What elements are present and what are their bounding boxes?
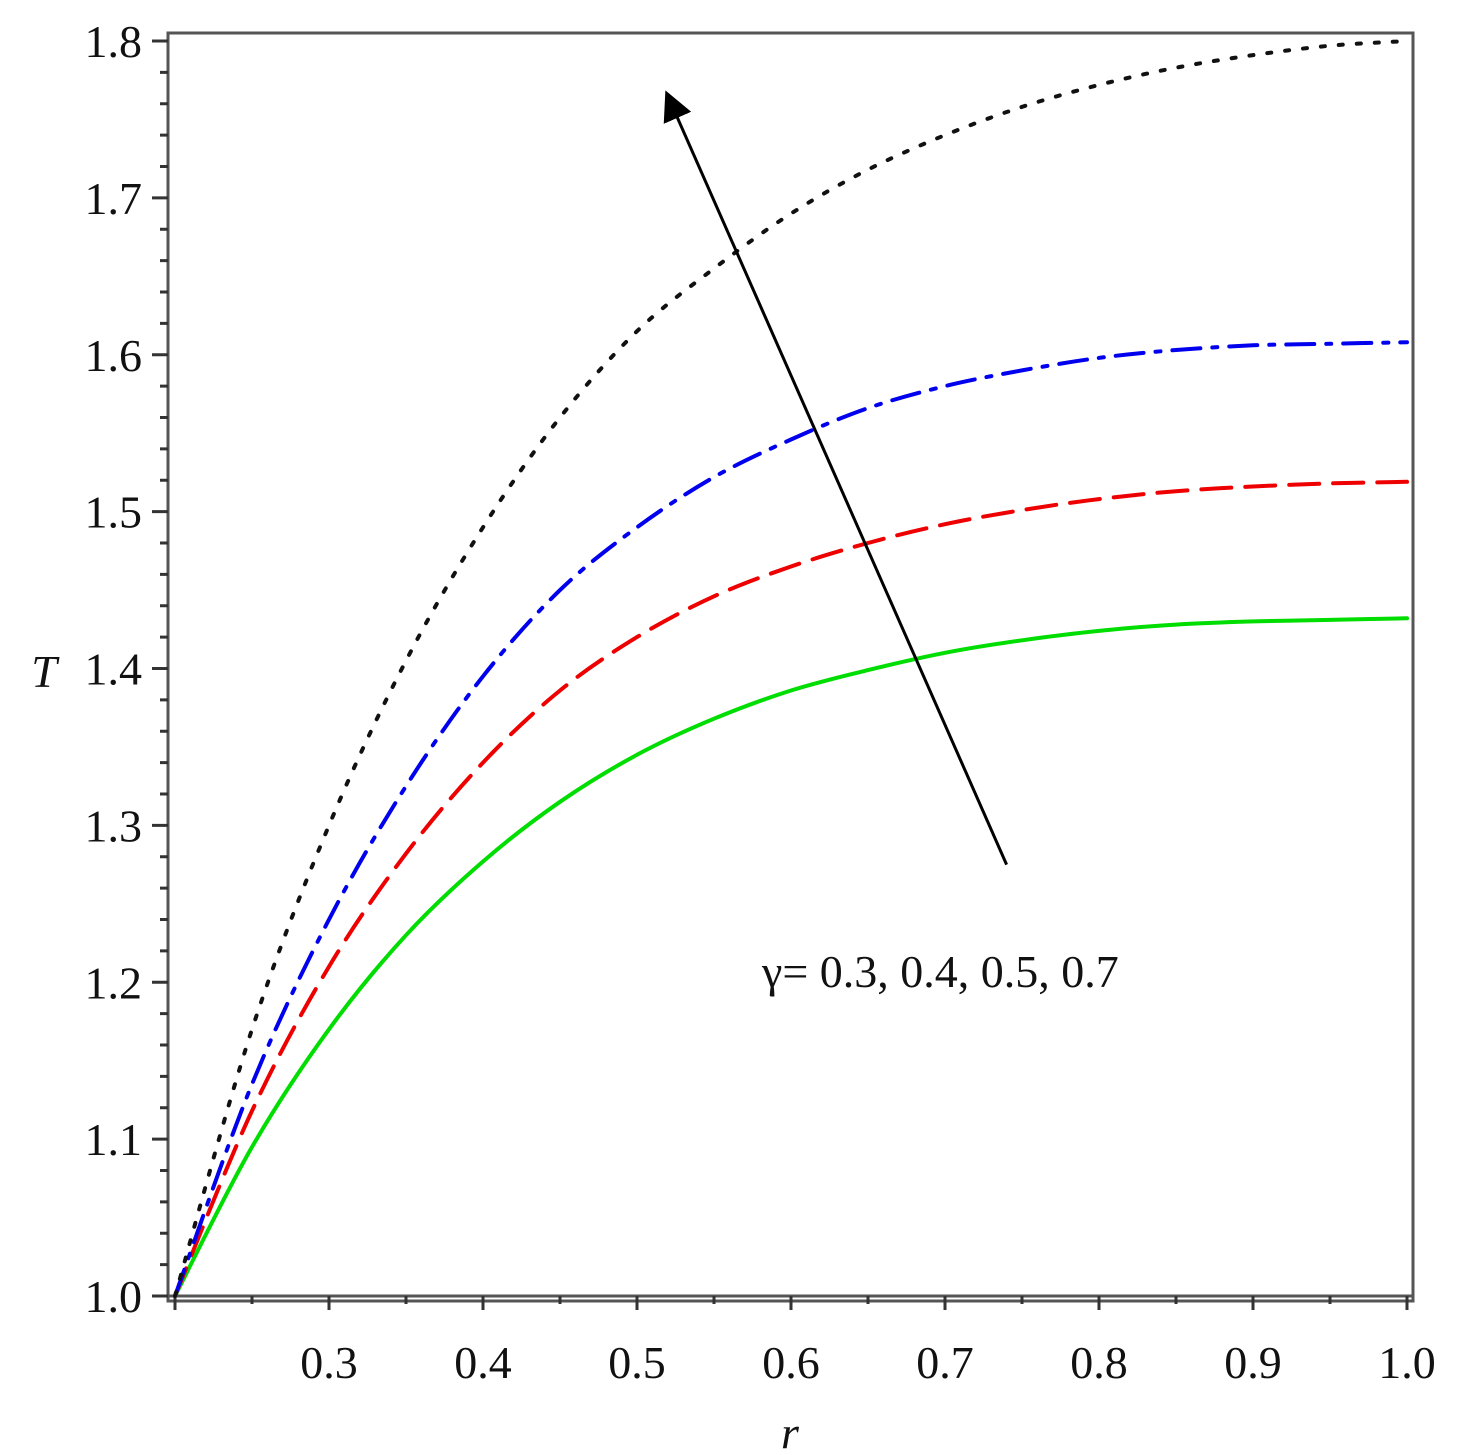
series-line-4 xyxy=(173,39,1409,1298)
series-group xyxy=(173,39,1409,1298)
x-tick-label: 0.4 xyxy=(454,1337,512,1388)
y-tick-label: 1.0 xyxy=(85,1271,143,1322)
y-tick-label: 1.4 xyxy=(85,644,143,695)
plot-axes: 0.3 0.4 0.5 0.6 0.7 0.8 0.9 1.0 1.0 1.1 1.2 1.3 1.4 1… xyxy=(85,16,1436,1388)
axis-labels: r T xyxy=(31,646,800,1455)
x-axis-label: r xyxy=(781,1407,800,1455)
annotation-text: γ= 0.3, 0.4, 0.5, 0.7 xyxy=(761,946,1119,997)
x-tick-label: 0.7 xyxy=(916,1337,974,1388)
series-line-1 xyxy=(173,616,1409,1298)
annotation-arrow xyxy=(663,90,1008,866)
x-tick-label: 0.5 xyxy=(608,1337,666,1388)
plot-frame xyxy=(166,31,1415,1303)
x-tick-label: 0.8 xyxy=(1070,1337,1128,1388)
y-tick-label: 1.3 xyxy=(85,800,143,851)
x-tick-label: 1.0 xyxy=(1378,1337,1436,1388)
y-tick-label: 1.2 xyxy=(85,957,143,1008)
series-line-3 xyxy=(173,340,1409,1298)
y-tick-label: 1.7 xyxy=(85,173,143,224)
x-tick-label: 0.9 xyxy=(1224,1337,1282,1388)
x-tick-label: 0.3 xyxy=(300,1337,358,1388)
y-tick-label: 1.8 xyxy=(85,16,143,67)
x-tick-label: 0.6 xyxy=(762,1337,820,1388)
annotation-group: γ= 0.3, 0.4, 0.5, 0.7 xyxy=(663,90,1119,997)
series-line-2 xyxy=(173,479,1409,1298)
y-tick-label: 1.1 xyxy=(85,1114,143,1165)
y-tick-label: 1.5 xyxy=(85,487,143,538)
y-axis-label: T xyxy=(31,646,60,697)
y-tick-label: 1.6 xyxy=(85,330,143,381)
